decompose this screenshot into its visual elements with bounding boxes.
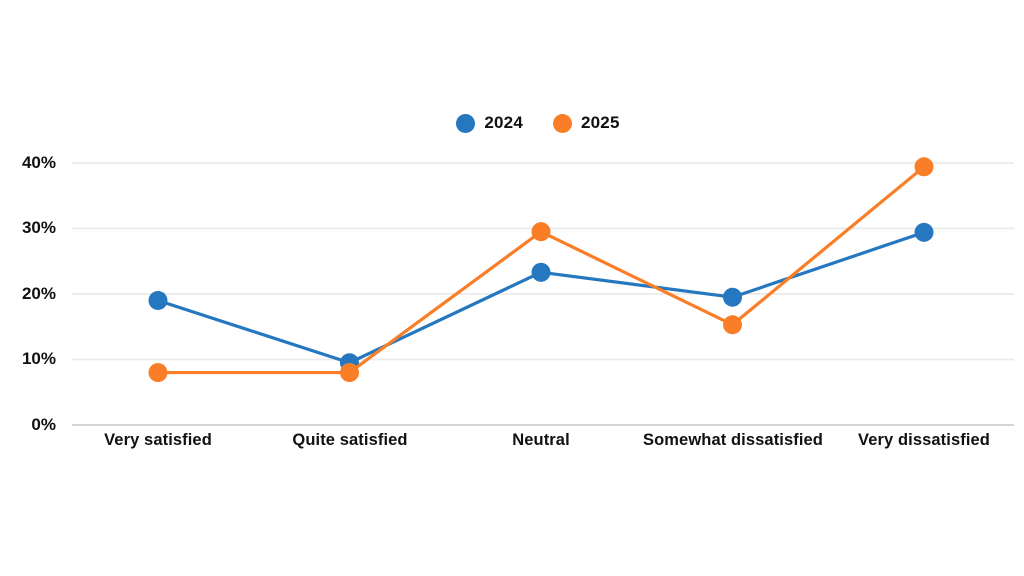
legend-label-2025: 2025 bbox=[581, 113, 620, 132]
x-axis-label-neutral: Neutral bbox=[512, 431, 570, 449]
x-axis-label-very-satisfied: Very satisfied bbox=[104, 431, 212, 449]
x-axis-label-quite-satisfied: Quite satisfied bbox=[292, 431, 408, 449]
legend-dot-2025-icon bbox=[553, 113, 572, 133]
data-point-2024-2 bbox=[531, 262, 551, 282]
data-point-2025-2 bbox=[531, 222, 551, 242]
data-point-2024-3 bbox=[723, 287, 742, 307]
data-point-2024-4 bbox=[914, 222, 934, 242]
x-axis-label-somewhat-dissatisfied: Somewhat dissatisfied bbox=[643, 431, 823, 449]
legend-item-2024: 2024 bbox=[456, 113, 523, 133]
data-point-2024-0 bbox=[148, 290, 168, 310]
y-axis-tick-40: 40% bbox=[21, 153, 56, 172]
series-line-2024 bbox=[156, 230, 926, 365]
legend-dot-2024-icon bbox=[456, 113, 476, 133]
legend-label-2024: 2024 bbox=[484, 113, 523, 132]
y-axis-tick-20: 20% bbox=[21, 284, 56, 303]
data-point-2025-1 bbox=[340, 363, 359, 383]
data-point-2025-0 bbox=[148, 363, 168, 383]
y-axis-tick-0: 0% bbox=[31, 415, 56, 434]
data-point-2025-3 bbox=[723, 315, 742, 335]
x-axis-label-very-dissatisfied: Very dissatisfied bbox=[858, 431, 990, 449]
y-axis-tick-30: 30% bbox=[21, 218, 56, 237]
y-axis-tick-10: 10% bbox=[21, 349, 56, 368]
legend-item-2025: 2025 bbox=[553, 113, 620, 133]
data-point-2025-4 bbox=[914, 157, 934, 177]
chart-legend: 2024 2025 bbox=[52, 113, 1024, 133]
